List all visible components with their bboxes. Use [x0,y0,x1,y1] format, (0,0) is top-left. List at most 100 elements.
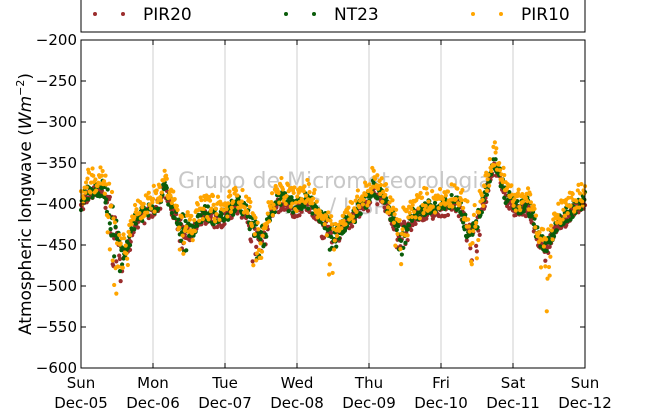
legend-item-pir10: PIR10 [471,5,570,25]
data-point [229,205,234,210]
data-point [199,198,204,203]
data-point [322,222,327,227]
data-point [406,215,411,220]
data-point [471,228,476,233]
data-point [290,201,295,206]
data-point [125,262,130,268]
data-point [184,224,189,229]
data-point [268,205,273,210]
data-point [339,226,344,231]
data-point [538,244,543,249]
data-point [181,251,186,256]
data-point [169,210,174,216]
data-point [466,217,471,222]
data-point [276,191,281,196]
data-point [145,210,150,215]
data-point [445,212,451,218]
data-point [111,216,116,221]
data-point [271,202,276,207]
data-point [253,215,258,220]
data-point [400,227,405,232]
data-point [184,248,189,253]
data-point [509,183,514,188]
data-point [455,186,460,191]
y-tick-label: −600 [36,359,77,377]
data-point [461,205,466,211]
data-point [568,203,573,208]
x-tick-label-date: Dec-06 [126,394,180,409]
data-point [190,238,195,243]
x-tick-label-day: Tue [211,374,238,392]
data-point [525,198,530,204]
data-point [328,218,333,223]
data-point [249,239,254,244]
data-point [101,179,107,184]
data-point [470,232,475,237]
data-point [486,172,491,177]
data-point [102,191,107,196]
data-point [321,235,327,240]
data-point [326,210,331,215]
data-point [354,209,359,214]
data-point [381,189,386,194]
data-point [259,255,264,260]
data-point [299,209,304,214]
data-point [464,238,469,243]
data-point [536,239,541,244]
data-point [293,200,298,205]
data-point [120,265,125,270]
legend-marker-pir20 [93,12,97,16]
data-point [258,237,263,242]
data-point [192,229,198,234]
data-point [375,173,380,178]
data-point [470,240,475,246]
data-point [453,196,459,202]
data-point [169,200,174,206]
data-point [215,194,221,199]
data-point [217,217,222,222]
x-tick-label-date: Dec-07 [198,394,252,409]
data-point [289,195,294,200]
data-point [440,197,446,202]
data-point [387,200,392,205]
data-point [565,211,570,216]
data-point [468,246,473,251]
data-point [176,217,181,222]
data-point [418,190,423,196]
data-point [391,220,397,225]
data-point [386,210,391,215]
data-point [93,177,98,182]
data-point [224,206,229,212]
data-point [484,192,490,197]
data-point [533,213,539,218]
data-point [329,214,334,219]
data-point [365,208,371,213]
data-point [393,243,398,248]
data-point [258,241,263,246]
data-point [114,259,119,264]
data-point [272,206,277,212]
data-point [546,264,552,270]
data-point [413,221,418,227]
data-point [487,156,492,162]
data-point [473,224,478,229]
data-point [409,214,415,220]
data-point [281,198,286,203]
data-point [384,187,389,192]
data-point [107,247,112,252]
data-point [550,237,555,242]
data-point [375,202,380,207]
data-point [369,190,374,195]
data-point [147,202,152,207]
data-point [456,206,461,211]
data-point [103,205,108,211]
data-point [343,222,348,227]
data-point [295,194,300,199]
data-point [518,208,523,213]
data-point [463,212,468,217]
data-point [106,214,111,220]
data-point [123,243,128,248]
data-point [409,227,414,233]
data-point [459,198,464,203]
